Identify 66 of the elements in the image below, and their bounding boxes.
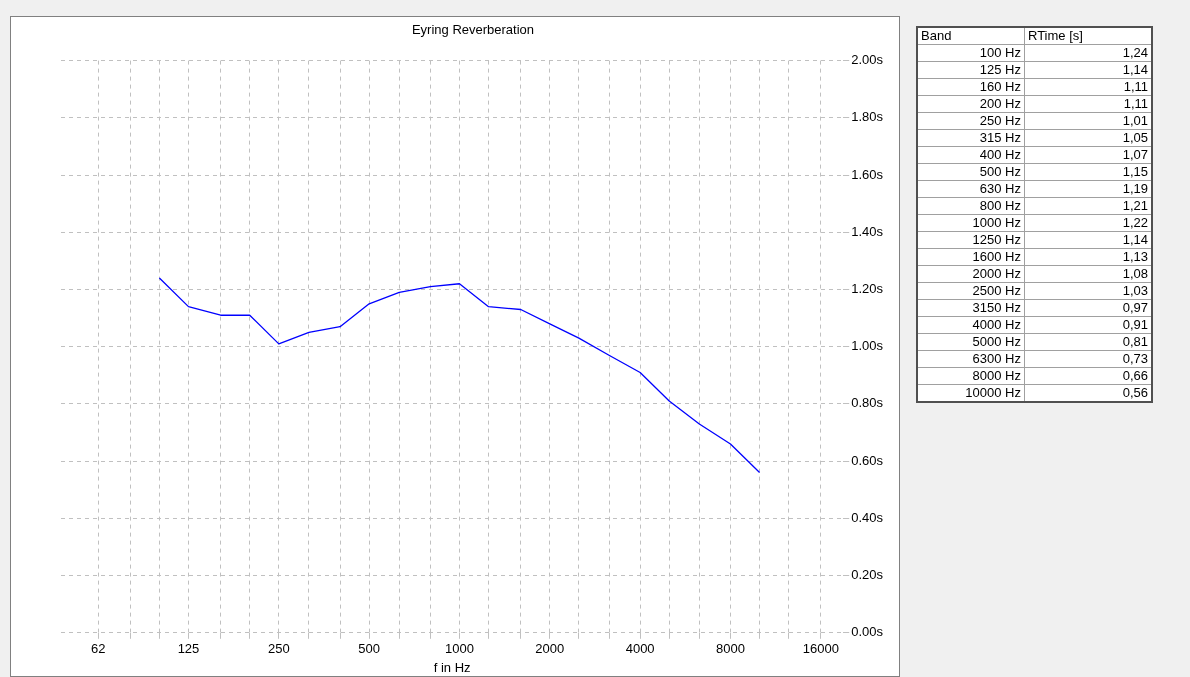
text: 1,01 — [1024, 112, 1152, 130]
text: 2500 Hz — [917, 282, 1025, 300]
text: 125 Hz — [917, 61, 1025, 79]
text: 0,81 — [1024, 333, 1152, 351]
text: 0,56 — [1024, 384, 1152, 402]
text: 250 Hz — [917, 112, 1025, 130]
y-tick-label: 1.40s — [851, 223, 884, 239]
text: 400 Hz — [917, 146, 1025, 164]
y-tick-label: 1.20s — [851, 281, 884, 297]
text: 0,66 — [1024, 367, 1152, 385]
text: 200 Hz — [917, 95, 1025, 113]
text: 1,19 — [1024, 180, 1152, 198]
x-axis-title: f in Hz — [433, 659, 471, 675]
text: 0,97 — [1024, 299, 1152, 317]
y-tick-label: 0.00s — [851, 624, 884, 640]
chart-title: Eyring Reverberation — [411, 22, 535, 38]
text: 1,14 — [1024, 61, 1152, 79]
y-tick-label: 2.00s — [851, 52, 884, 68]
text: 1,11 — [1024, 95, 1152, 113]
text: 1,14 — [1024, 231, 1152, 249]
text: 1,03 — [1024, 282, 1152, 300]
text: 1,15 — [1024, 163, 1152, 181]
text: Band — [917, 27, 1025, 45]
text: 630 Hz — [917, 180, 1025, 198]
text: 1,13 — [1024, 248, 1152, 266]
text: 6300 Hz — [917, 350, 1025, 368]
x-tick-label: 500 — [358, 641, 380, 657]
text: 1,11 — [1024, 78, 1152, 96]
x-tick-label: 250 — [267, 641, 290, 657]
text: 315 Hz — [917, 129, 1025, 147]
x-tick-label: 125 — [177, 641, 200, 657]
text: RTime [s] — [1024, 27, 1152, 45]
y-tick-label: 1.60s — [851, 166, 884, 182]
text: 1000 Hz — [917, 214, 1025, 232]
text: 1,07 — [1024, 146, 1152, 164]
text: 10000 Hz — [917, 384, 1025, 402]
y-tick-label: 1.00s — [851, 338, 884, 354]
text: 1600 Hz — [917, 248, 1025, 266]
y-tick-label: 1.80s — [851, 109, 884, 125]
x-tick-label: 16000 — [802, 641, 839, 657]
text: 1,08 — [1024, 265, 1152, 283]
text: 1,22 — [1024, 214, 1152, 232]
text: 800 Hz — [917, 197, 1025, 215]
text: 160 Hz — [917, 78, 1025, 96]
x-tick-label: 62 — [90, 641, 106, 657]
text: 100 Hz — [917, 44, 1025, 62]
text: 1,24 — [1024, 44, 1152, 62]
y-tick-label: 0.80s — [851, 395, 884, 411]
text: 2000 Hz — [917, 265, 1025, 283]
text: 4000 Hz — [917, 316, 1025, 334]
y-tick-label: 0.60s — [851, 452, 884, 468]
text: 1,21 — [1024, 197, 1152, 215]
y-tick-label: 0.40s — [851, 509, 884, 525]
text: 0,73 — [1024, 350, 1152, 368]
text: 1250 Hz — [917, 231, 1025, 249]
text: 3150 Hz — [917, 299, 1025, 317]
x-tick-label: 8000 — [716, 641, 745, 657]
text: 0,91 — [1024, 316, 1152, 334]
text: 500 Hz — [917, 163, 1025, 181]
text: 8000 Hz — [917, 367, 1025, 385]
y-tick-label: 0.20s — [851, 567, 884, 583]
x-tick-label: 4000 — [625, 641, 655, 657]
text: 1,05 — [1024, 129, 1152, 147]
x-tick-label: 2000 — [535, 641, 565, 657]
x-tick-label: 1000 — [445, 641, 474, 657]
text: 5000 Hz — [917, 333, 1025, 351]
